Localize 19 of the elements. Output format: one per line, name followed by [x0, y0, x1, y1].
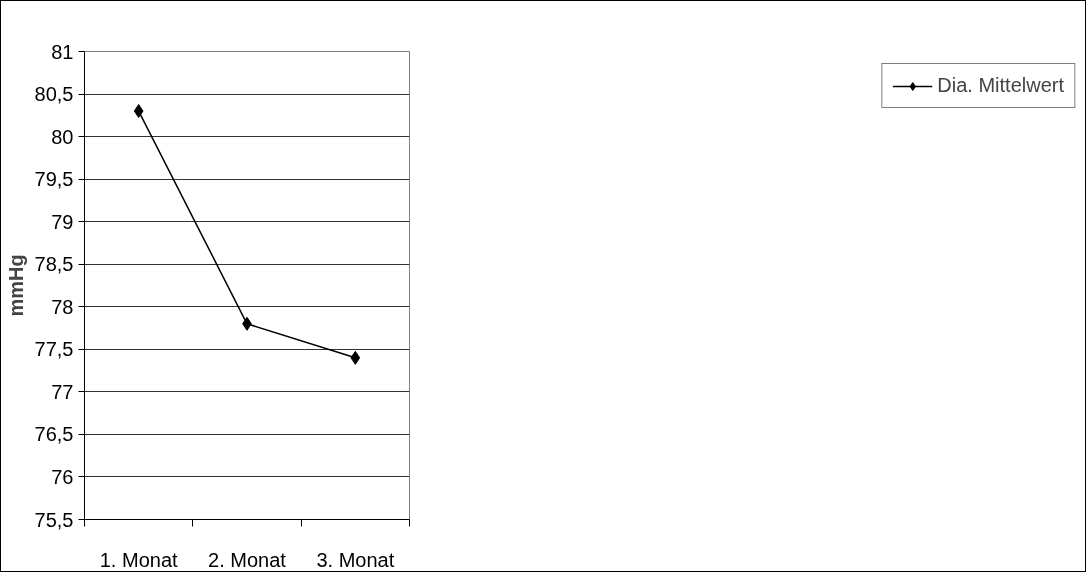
x-tick-label: 1. Monat	[99, 548, 179, 571]
y-tick-label: 81	[51, 40, 74, 63]
x-tick-label: 2. Monat	[208, 548, 287, 571]
y-tick-label: 76,5	[34, 423, 74, 446]
y-tick-label: 77	[51, 380, 74, 403]
y-tick-label: 78,5	[34, 253, 74, 276]
x-tick-label: 3. Monat	[316, 548, 395, 571]
y-tick-label: 78	[51, 295, 74, 318]
legend-label: Dia. Mittelwert	[937, 74, 1064, 97]
y-tick-label: 80,5	[34, 83, 74, 106]
y-axis-title: mmHg	[4, 254, 27, 317]
y-tick-label: 79	[51, 210, 74, 233]
y-tick-label: 77,5	[34, 338, 74, 361]
y-tick-label: 76	[51, 465, 74, 488]
y-tick-label: 75,5	[34, 508, 74, 531]
y-tick-label: 80	[51, 125, 74, 148]
point	[133, 104, 144, 119]
point	[350, 350, 361, 365]
y-tick-label: 79,5	[34, 168, 74, 191]
